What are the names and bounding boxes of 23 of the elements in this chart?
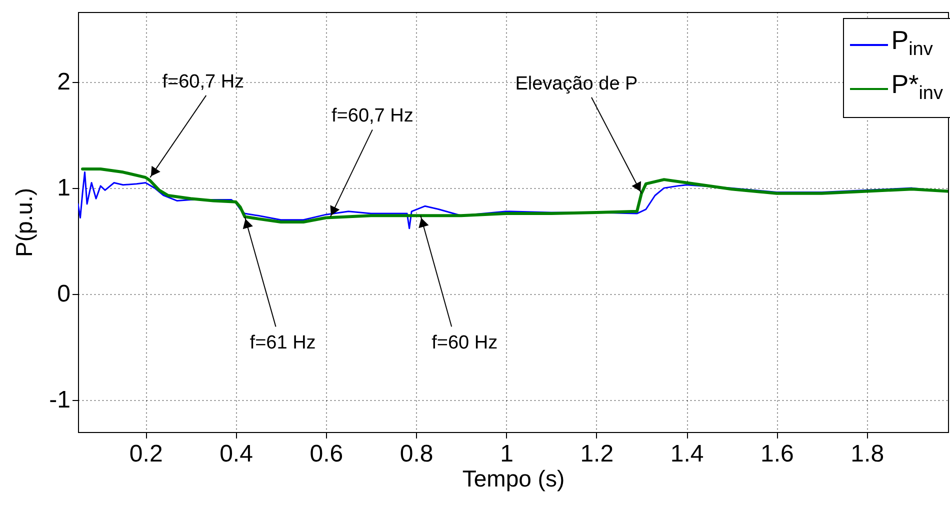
annotation: f=60,7 Hz: [162, 71, 244, 92]
x-tick-label: 1.2: [580, 440, 614, 468]
annotation: f=61 Hz: [250, 332, 316, 354]
x-tick-label: 0.6: [310, 440, 344, 468]
x-tick-label: 0.4: [220, 440, 253, 468]
annotation: f=60,7 Hz: [332, 106, 414, 127]
y-tick-label: -1: [49, 386, 70, 414]
annotation: f=60 Hz: [432, 332, 498, 354]
x-tick-label: 0.2: [129, 440, 163, 468]
x-tick-label: 0.8: [400, 440, 434, 468]
legend-label: P*$_{inv}$: [891, 68, 943, 106]
x-tick-label: 1: [500, 440, 514, 468]
y-axis-title: P(p.u.): [11, 188, 38, 258]
x-tick-label: 1.6: [760, 440, 794, 468]
x-tick-label: 1.4: [670, 440, 704, 468]
y-tick-label: 1: [57, 174, 70, 202]
annotation: Elevação de P: [515, 73, 638, 94]
y-tick-label: 2: [57, 68, 70, 96]
legend-label: P$_{inv}$: [891, 24, 933, 62]
x-axis-title: Tempo (s): [462, 466, 565, 492]
line-series: [81, 167, 948, 224]
y-tick-label: 0: [57, 280, 70, 308]
x-tick-label: 1.8: [850, 440, 884, 468]
